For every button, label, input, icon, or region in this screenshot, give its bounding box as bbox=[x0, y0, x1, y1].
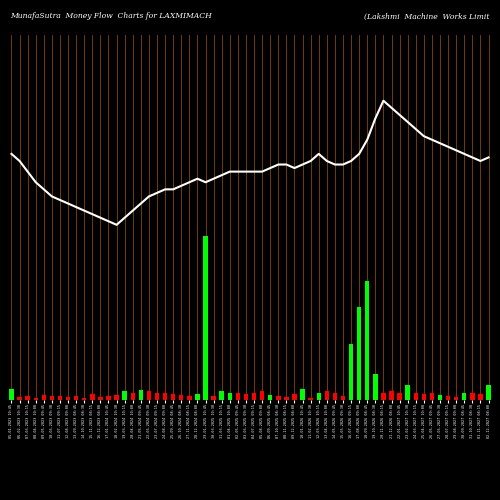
Bar bbox=[260, 391, 264, 400]
Text: MunafaSutra  Money Flow  Charts for LAXMIMACH: MunafaSutra Money Flow Charts for LAXMIM… bbox=[10, 12, 212, 20]
Bar bbox=[82, 398, 86, 400]
Bar bbox=[50, 396, 54, 400]
Bar bbox=[414, 392, 418, 400]
Bar bbox=[42, 395, 46, 400]
Bar bbox=[422, 394, 426, 400]
Bar bbox=[454, 397, 458, 400]
Bar bbox=[74, 396, 78, 400]
Bar bbox=[18, 397, 22, 400]
Bar bbox=[26, 396, 30, 400]
Bar bbox=[9, 389, 14, 400]
Bar bbox=[179, 395, 184, 400]
Bar bbox=[138, 390, 143, 400]
Bar bbox=[66, 397, 70, 400]
Bar bbox=[430, 394, 434, 400]
Bar bbox=[381, 392, 386, 400]
Bar bbox=[390, 391, 394, 400]
Bar bbox=[470, 392, 474, 400]
Bar bbox=[478, 394, 482, 400]
Bar bbox=[122, 391, 127, 400]
Bar bbox=[155, 392, 159, 400]
Bar bbox=[332, 392, 337, 400]
Bar bbox=[365, 280, 370, 400]
Bar bbox=[446, 396, 450, 400]
Bar bbox=[98, 397, 102, 400]
Bar bbox=[292, 394, 296, 400]
Bar bbox=[341, 396, 345, 400]
Bar bbox=[58, 396, 62, 400]
Bar bbox=[220, 391, 224, 400]
Bar bbox=[373, 374, 378, 400]
Text: (Lakshmi  Machine  Works Limit: (Lakshmi Machine Works Limit bbox=[364, 12, 490, 20]
Bar bbox=[349, 344, 354, 400]
Bar bbox=[228, 394, 232, 400]
Bar bbox=[324, 391, 329, 400]
Bar bbox=[204, 236, 208, 400]
Bar bbox=[171, 394, 175, 400]
Bar bbox=[195, 394, 200, 400]
Bar bbox=[486, 385, 491, 400]
Bar bbox=[276, 396, 280, 400]
Bar bbox=[406, 385, 410, 400]
Bar bbox=[316, 394, 321, 400]
Bar bbox=[146, 391, 151, 400]
Bar bbox=[268, 395, 272, 400]
Bar bbox=[130, 392, 135, 400]
Bar bbox=[308, 398, 313, 400]
Bar bbox=[398, 394, 402, 400]
Bar bbox=[438, 395, 442, 400]
Bar bbox=[163, 394, 168, 400]
Bar bbox=[357, 306, 362, 400]
Bar bbox=[300, 389, 305, 400]
Bar bbox=[187, 396, 192, 400]
Bar bbox=[284, 397, 288, 400]
Bar bbox=[212, 396, 216, 400]
Bar bbox=[462, 392, 466, 400]
Bar bbox=[114, 395, 119, 400]
Bar bbox=[106, 396, 110, 400]
Bar bbox=[236, 392, 240, 400]
Bar bbox=[244, 394, 248, 400]
Bar bbox=[34, 398, 38, 400]
Bar bbox=[252, 392, 256, 400]
Bar bbox=[90, 394, 94, 400]
